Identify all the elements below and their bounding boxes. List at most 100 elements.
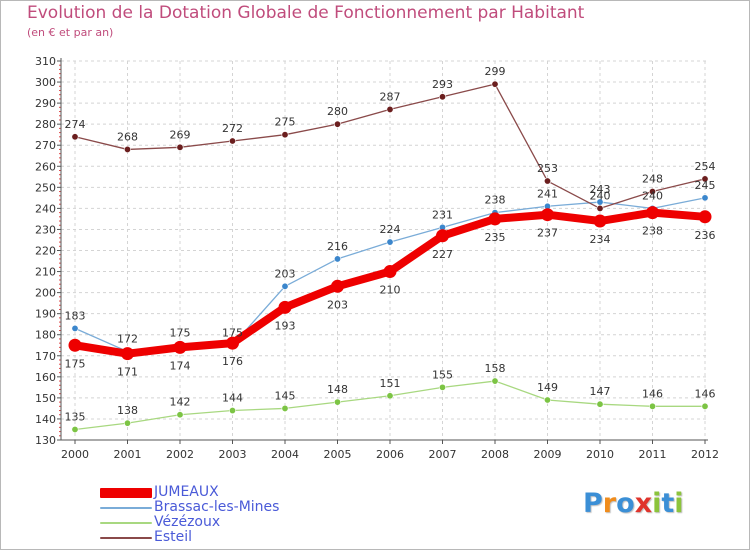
data-point-esteil [491, 80, 499, 88]
y-tick-label: 200 [35, 287, 56, 300]
data-label-vezezoux: 148 [327, 383, 348, 396]
data-label-jumeaux: 193 [275, 319, 296, 332]
proxiti-logo: Proxiti [583, 488, 684, 519]
y-tick-label: 270 [35, 139, 56, 152]
legend-item-brassac-les-mines: Brassac-les-Mines [100, 500, 279, 515]
data-point-vezezoux [596, 400, 604, 408]
x-tick-label: 2001 [114, 448, 142, 461]
x-tick-label: 2006 [376, 448, 404, 461]
data-point-esteil [176, 143, 184, 151]
data-point-esteil [701, 175, 709, 183]
x-tick-label: 2002 [166, 448, 194, 461]
data-point-vezezoux [648, 402, 656, 410]
data-label-jumeaux: 176 [222, 355, 243, 368]
data-point-vezezoux [124, 419, 132, 427]
logo-letter: x [634, 488, 653, 519]
data-label-jumeaux: 210 [380, 284, 401, 297]
data-point-vezezoux [333, 398, 341, 406]
data-point-jumeaux [68, 338, 82, 352]
data-label-esteil: 280 [327, 105, 348, 118]
data-point-vezezoux [71, 425, 79, 433]
data-label-brassac-les-mines: 175 [170, 326, 191, 339]
y-tick-label: 140 [35, 413, 56, 426]
data-point-jumeaux [121, 347, 134, 361]
x-tick-label: 2010 [586, 448, 614, 461]
data-label-brassac-les-mines: 241 [537, 187, 558, 200]
x-tick-label: 2000 [61, 448, 89, 461]
y-tick-label: 150 [35, 392, 56, 405]
series-vezezoux [71, 377, 709, 433]
y-tick-label: 280 [35, 118, 56, 131]
logo-letter: i [652, 488, 662, 519]
y-tick-label: 230 [35, 223, 56, 236]
data-label-esteil: 293 [432, 78, 453, 91]
data-point-vezezoux [386, 392, 394, 400]
x-tick-label: 2005 [324, 448, 352, 461]
data-label-brassac-les-mines: 243 [590, 183, 611, 196]
logo-letter: o [616, 488, 635, 519]
chart-legend: JUMEAUX Brassac-les-Mines Vézézoux Esteil [100, 485, 279, 545]
data-label-vezezoux: 146 [695, 387, 716, 400]
data-point-jumeaux [226, 336, 239, 350]
y-tick-label: 210 [35, 266, 56, 279]
data-label-vezezoux: 158 [485, 362, 506, 375]
y-tick-label: 310 [35, 55, 56, 68]
data-label-jumeaux: 174 [170, 359, 191, 372]
y-tick-label: 170 [35, 350, 56, 363]
data-point-jumeaux [593, 214, 607, 228]
y-tick-label: 220 [35, 245, 56, 258]
legend-label: Esteil [154, 529, 193, 545]
data-label-brassac-les-mines: 183 [65, 309, 86, 322]
x-tick-label: 2009 [534, 448, 562, 461]
logo-letter: t [661, 488, 675, 519]
legend-swatch [100, 515, 152, 530]
data-point-jumeaux [541, 208, 554, 222]
data-label-esteil: 240 [590, 189, 611, 202]
data-point-jumeaux [278, 300, 292, 314]
legend-label: Brassac-les-Mines [154, 499, 280, 515]
data-point-esteil [543, 177, 551, 185]
data-label-vezezoux: 147 [590, 385, 611, 398]
data-label-brassac-les-mines: 172 [117, 333, 138, 346]
y-tick-label: 290 [35, 97, 56, 110]
data-point-brassac-les-mines [386, 238, 394, 246]
logo-letter: P [583, 488, 603, 519]
data-label-esteil: 274 [65, 118, 86, 131]
legend-label: Vézézoux [154, 514, 221, 530]
data-point-esteil [124, 145, 132, 153]
data-label-brassac-les-mines: 203 [275, 267, 296, 280]
legend-swatch [100, 500, 152, 515]
data-label-jumeaux: 237 [537, 227, 558, 240]
data-point-esteil [71, 133, 79, 141]
data-label-vezezoux: 144 [222, 392, 243, 405]
chart-subtitle: (en € et par an) [27, 26, 114, 39]
data-label-esteil: 287 [380, 90, 401, 103]
y-tick-label: 180 [35, 329, 56, 342]
data-label-vezezoux: 146 [642, 387, 663, 400]
legend-item-esteil: Esteil [100, 530, 279, 545]
data-point-jumeaux [436, 229, 449, 243]
x-tick-label: 2008 [481, 448, 509, 461]
data-point-brassac-les-mines [281, 282, 289, 290]
series-esteil [71, 80, 709, 212]
data-label-brassac-les-mines: 240 [642, 189, 663, 202]
data-label-jumeaux: 203 [327, 298, 348, 311]
data-point-esteil [333, 120, 341, 128]
y-tick-label: 260 [35, 160, 56, 173]
data-point-esteil [438, 93, 446, 101]
data-label-vezezoux: 138 [117, 404, 138, 417]
data-label-brassac-les-mines: 238 [485, 194, 506, 207]
data-point-vezezoux [229, 407, 237, 415]
data-label-esteil: 272 [222, 122, 243, 135]
data-point-brassac-les-mines [333, 255, 341, 263]
data-label-jumeaux: 238 [642, 225, 663, 238]
data-label-jumeaux: 171 [117, 366, 138, 379]
y-tick-label: 300 [35, 76, 56, 89]
data-label-vezezoux: 145 [275, 389, 296, 402]
data-label-brassac-les-mines: 224 [380, 223, 401, 236]
data-point-brassac-les-mines [71, 324, 79, 332]
data-point-esteil [386, 105, 394, 113]
legend-item-vezezoux: Vézézoux [100, 515, 279, 530]
x-tick-label: 2007 [429, 448, 457, 461]
